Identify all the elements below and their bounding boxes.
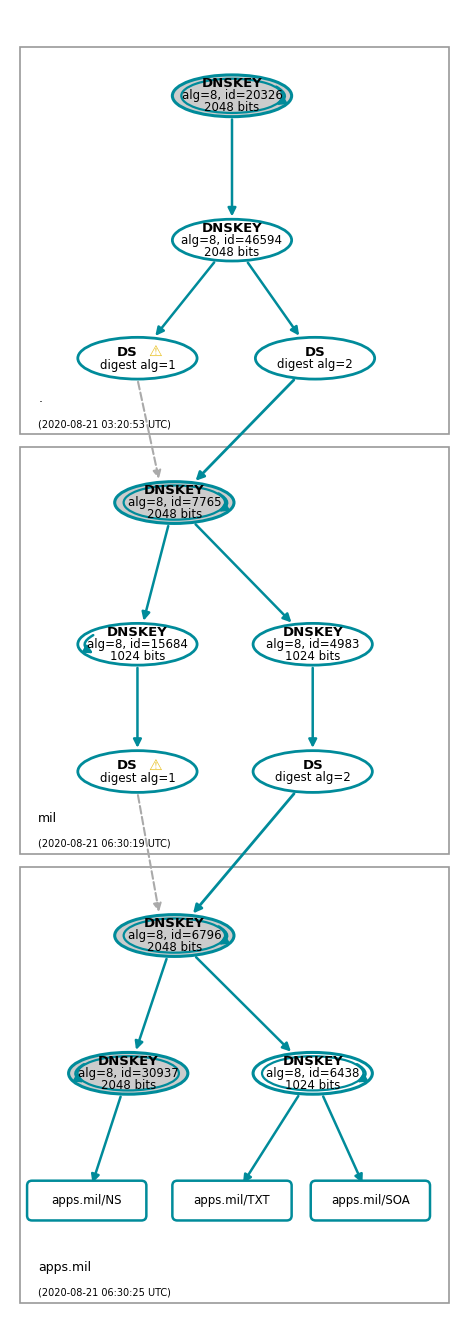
Ellipse shape — [252, 751, 371, 792]
Text: 2048 bits: 2048 bits — [204, 102, 259, 115]
FancyBboxPatch shape — [310, 1180, 429, 1221]
Text: DNSKEY: DNSKEY — [282, 1055, 342, 1068]
Ellipse shape — [172, 75, 291, 116]
Ellipse shape — [181, 79, 282, 114]
Ellipse shape — [255, 338, 374, 379]
Text: 2048 bits: 2048 bits — [146, 508, 201, 521]
Text: alg=8, id=4983: alg=8, id=4983 — [265, 638, 359, 651]
Text: digest alg=1: digest alg=1 — [100, 772, 175, 785]
Text: (2020-08-21 06:30:25 UTC): (2020-08-21 06:30:25 UTC) — [38, 1288, 171, 1298]
Ellipse shape — [123, 486, 225, 520]
FancyBboxPatch shape — [20, 447, 448, 854]
Ellipse shape — [252, 623, 371, 665]
Ellipse shape — [262, 1056, 363, 1090]
FancyArrowPatch shape — [356, 1064, 366, 1081]
Ellipse shape — [78, 751, 197, 792]
FancyBboxPatch shape — [20, 48, 448, 434]
Text: (2020-08-21 06:30:19 UTC): (2020-08-21 06:30:19 UTC) — [38, 840, 170, 849]
Ellipse shape — [78, 338, 197, 379]
Text: 2048 bits: 2048 bits — [204, 246, 259, 259]
Text: apps.mil/TXT: apps.mil/TXT — [193, 1195, 270, 1206]
Text: DNSKEY: DNSKEY — [201, 78, 262, 90]
Ellipse shape — [78, 623, 197, 665]
Text: DS: DS — [117, 759, 138, 772]
Text: digest alg=1: digest alg=1 — [100, 359, 175, 372]
Text: mil: mil — [38, 812, 57, 825]
Ellipse shape — [172, 219, 291, 261]
Text: ⚠: ⚠ — [148, 758, 162, 772]
Text: alg=8, id=30937: alg=8, id=30937 — [78, 1067, 178, 1080]
Text: apps.mil/SOA: apps.mil/SOA — [330, 1195, 409, 1206]
FancyArrowPatch shape — [74, 1064, 84, 1081]
Text: DNSKEY: DNSKEY — [144, 917, 204, 931]
Text: DNSKEY: DNSKEY — [107, 626, 168, 639]
Ellipse shape — [77, 1056, 179, 1090]
Text: DS: DS — [304, 346, 325, 359]
Text: alg=8, id=46594: alg=8, id=46594 — [181, 234, 282, 247]
Ellipse shape — [252, 1052, 371, 1094]
Text: DNSKEY: DNSKEY — [98, 1055, 158, 1068]
Text: 1024 bits: 1024 bits — [284, 1078, 340, 1092]
FancyArrowPatch shape — [275, 87, 286, 103]
Text: digest alg=2: digest alg=2 — [276, 358, 352, 371]
Text: apps.mil: apps.mil — [38, 1261, 91, 1274]
Ellipse shape — [114, 915, 233, 957]
Text: .: . — [38, 392, 42, 405]
FancyBboxPatch shape — [20, 867, 448, 1303]
Text: DS: DS — [117, 346, 138, 359]
Text: alg=8, id=7765: alg=8, id=7765 — [127, 496, 221, 510]
Ellipse shape — [69, 1052, 188, 1094]
Text: apps.mil/NS: apps.mil/NS — [51, 1195, 122, 1206]
Text: alg=8, id=20326: alg=8, id=20326 — [181, 90, 282, 102]
Ellipse shape — [123, 919, 225, 953]
Text: 2048 bits: 2048 bits — [100, 1078, 156, 1092]
Text: DNSKEY: DNSKEY — [201, 222, 262, 235]
Text: 1024 bits: 1024 bits — [110, 649, 165, 663]
Text: alg=8, id=6438: alg=8, id=6438 — [265, 1067, 359, 1080]
Text: 2048 bits: 2048 bits — [146, 941, 201, 954]
Text: ⚠: ⚠ — [148, 345, 162, 359]
FancyBboxPatch shape — [172, 1180, 291, 1221]
FancyArrowPatch shape — [218, 494, 228, 511]
FancyArrowPatch shape — [83, 635, 93, 652]
Text: (2020-08-21 03:20:53 UTC): (2020-08-21 03:20:53 UTC) — [38, 418, 171, 429]
Text: DS: DS — [302, 759, 322, 772]
Text: DNSKEY: DNSKEY — [144, 484, 204, 498]
FancyBboxPatch shape — [27, 1180, 146, 1221]
Text: 1024 bits: 1024 bits — [284, 649, 340, 663]
Text: alg=8, id=15684: alg=8, id=15684 — [87, 638, 188, 651]
Ellipse shape — [114, 482, 233, 524]
Text: digest alg=2: digest alg=2 — [274, 771, 350, 784]
Text: alg=8, id=6796: alg=8, id=6796 — [127, 929, 221, 942]
Text: DNSKEY: DNSKEY — [282, 626, 342, 639]
FancyArrowPatch shape — [218, 927, 228, 944]
